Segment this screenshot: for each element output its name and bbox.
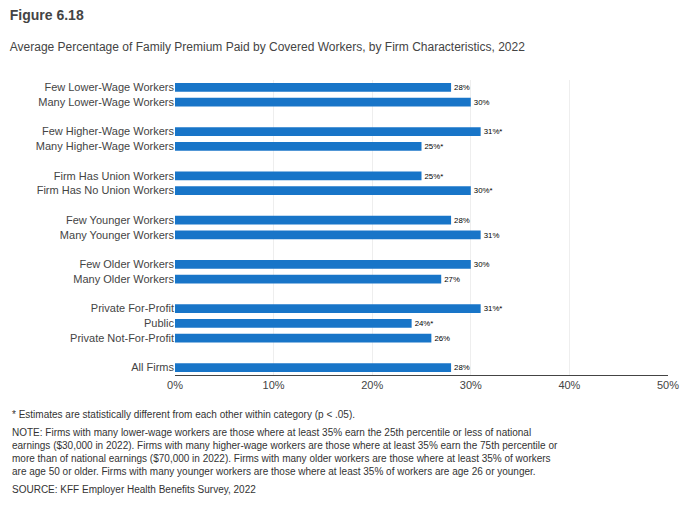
svg-text:20%: 20%	[361, 379, 383, 391]
svg-text:31%*: 31%*	[484, 304, 503, 313]
svg-text:30%*: 30%*	[474, 186, 493, 195]
svg-text:28%: 28%	[454, 363, 470, 372]
svg-text:25%*: 25%*	[425, 172, 444, 181]
svg-text:50%: 50%	[657, 379, 679, 391]
svg-text:Many Higher-Wage Workers: Many Higher-Wage Workers	[36, 140, 175, 152]
svg-text:Private For-Profit: Private For-Profit	[91, 302, 174, 314]
svg-text:SOURCE: KFF Employer Health Be: SOURCE: KFF Employer Health Benefits Sur…	[12, 484, 256, 495]
svg-text:* Estimates are statistically: * Estimates are statistically different …	[12, 409, 355, 420]
svg-text:31%*: 31%*	[484, 127, 503, 136]
svg-text:30%: 30%	[460, 379, 482, 391]
svg-text:0%: 0%	[167, 379, 183, 391]
svg-text:31%: 31%	[484, 231, 500, 240]
svg-text:10%: 10%	[263, 379, 285, 391]
svg-text:40%: 40%	[558, 379, 580, 391]
svg-text:Many Lower-Wage Workers: Many Lower-Wage Workers	[38, 96, 174, 108]
svg-text:Figure 6.18: Figure 6.18	[10, 7, 84, 23]
svg-text:27%: 27%	[444, 275, 460, 284]
svg-text:26%: 26%	[434, 334, 450, 343]
svg-text:Firm Has Union Workers: Firm Has Union Workers	[54, 170, 175, 182]
svg-text:28%: 28%	[454, 216, 470, 225]
svg-text:Many Older Workers: Many Older Workers	[73, 273, 174, 285]
svg-text:30%: 30%	[474, 98, 490, 107]
svg-text:28%: 28%	[454, 83, 470, 92]
svg-text:NOTE: Firms with many lower-wa: NOTE: Firms with many lower-wage workers…	[12, 427, 558, 477]
svg-text:24%*: 24%*	[415, 319, 434, 328]
svg-text:Firm Has No Union Workers: Firm Has No Union Workers	[37, 184, 175, 196]
svg-text:25%*: 25%*	[425, 142, 444, 151]
svg-text:Private Not-For-Profit: Private Not-For-Profit	[70, 332, 174, 344]
svg-text:Few Older Workers: Few Older Workers	[79, 258, 174, 270]
svg-text:30%: 30%	[474, 260, 490, 269]
svg-text:Public: Public	[144, 317, 174, 329]
svg-text:Few Lower-Wage Workers: Few Lower-Wage Workers	[44, 81, 174, 93]
svg-text:Average Percentage of Family P: Average Percentage of Family Premium Pai…	[10, 40, 525, 54]
svg-text:All Firms: All Firms	[131, 361, 174, 373]
svg-text:Many Younger Workers: Many Younger Workers	[60, 229, 175, 241]
svg-text:Few Younger Workers: Few Younger Workers	[66, 214, 175, 226]
svg-text:Few Higher-Wage Workers: Few Higher-Wage Workers	[42, 125, 175, 137]
